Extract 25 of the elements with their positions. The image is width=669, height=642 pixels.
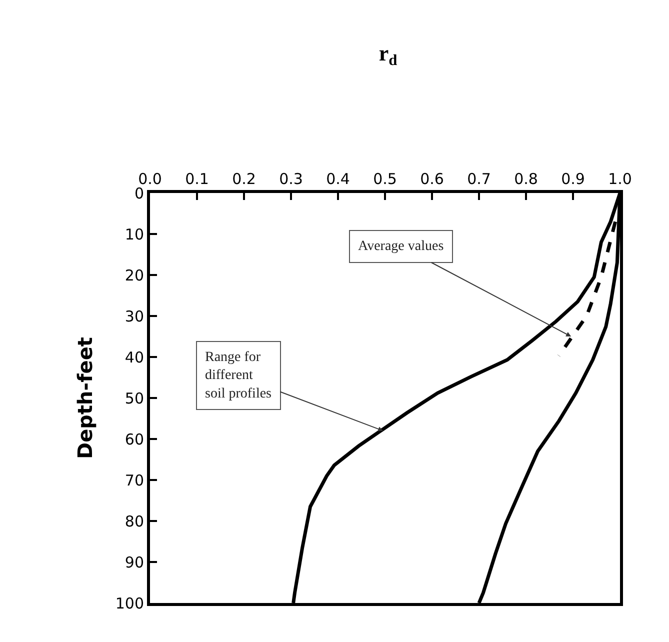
y-tick-label: 40 xyxy=(124,348,144,366)
y-tick-label: 10 xyxy=(124,225,144,244)
x-tick-label: 0.5 xyxy=(373,170,397,188)
y-tick-label: 80 xyxy=(124,512,144,530)
y-tick-label: 50 xyxy=(124,389,144,408)
x-tick-label: 0.6 xyxy=(420,170,444,188)
x-tick-label: 0.7 xyxy=(467,170,491,188)
line-series xyxy=(557,220,618,358)
x-tick-label: 0.1 xyxy=(185,170,209,188)
chart-title: r$_{d}$ xyxy=(378,40,398,69)
annotation: Range for different soil profiles xyxy=(205,350,272,402)
y-tick-label: 100 xyxy=(115,594,144,612)
y-tick-label: 20 xyxy=(124,266,144,284)
x-tick-label: 0.4 xyxy=(326,170,350,188)
x-tick-label: 0.9 xyxy=(561,170,585,188)
y-tick-label: 60 xyxy=(124,430,144,448)
y-axis-title: Depth-feet xyxy=(72,336,97,459)
y-tick-label: 70 xyxy=(124,471,144,490)
x-tick-label: 0.2 xyxy=(232,170,256,188)
annotation: Average values xyxy=(358,239,444,254)
x-tick-label: 0.3 xyxy=(279,170,303,188)
x-tick-label: 0.8 xyxy=(514,170,538,188)
x-tick-label: 1.0 xyxy=(608,170,632,188)
y-tick-label: 90 xyxy=(124,553,144,572)
y-tick-label: 30 xyxy=(124,307,144,326)
